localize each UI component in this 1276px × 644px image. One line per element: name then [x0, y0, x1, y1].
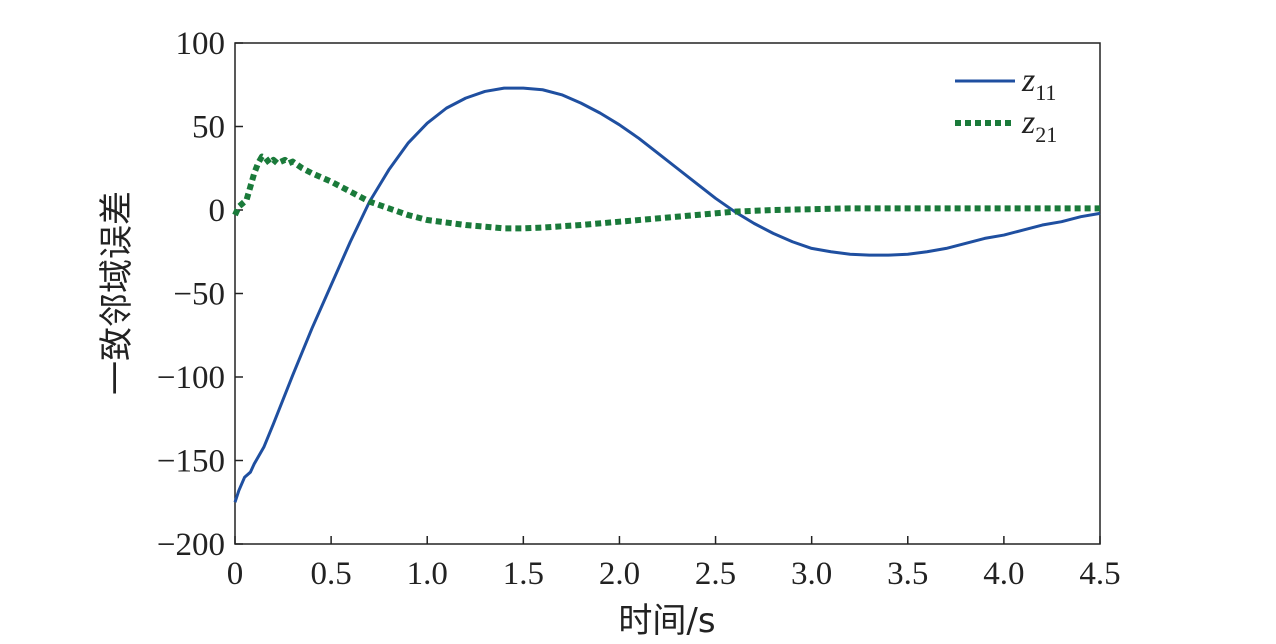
y-tick-label: 0: [209, 193, 226, 229]
x-tick-label: 2.0: [599, 556, 640, 592]
x-tick-label: 1.5: [503, 556, 544, 592]
x-axis-ticks: 0 0.5 1.0 1.5 2.0 2.5 3.0 3.5 4.0 4.5: [227, 536, 1121, 592]
x-tick-label: 4.0: [983, 556, 1024, 592]
y-tick-label: 50: [192, 110, 225, 146]
series-layer: [232, 86, 1101, 503]
x-tick-label: 3.0: [791, 556, 832, 592]
legend-label-z11: z11: [1021, 62, 1056, 105]
x-tick-label: 1.0: [407, 556, 448, 592]
y-tick-label: −100: [157, 360, 225, 396]
y-axis-ticks: 100 50 0 −50 −100 −150 −200: [157, 26, 243, 563]
plot-area: [234, 42, 1101, 545]
legend: z11 z21: [955, 62, 1057, 147]
x-axis-label: 时间/s: [618, 601, 715, 641]
y-axis-label: 一致邻域误差: [97, 191, 137, 395]
legend-label-z21: z21: [1021, 104, 1057, 147]
series-line-z11: [233, 86, 1101, 503]
y-tick-label: 100: [176, 26, 226, 62]
series-line-z21: [232, 153, 1100, 232]
y-tick-label: −200: [157, 527, 225, 563]
x-tick-label: 0: [227, 556, 244, 592]
plot-frame: [234, 42, 1101, 545]
x-tick-label: 0.5: [310, 556, 351, 592]
x-tick-label: 4.5: [1079, 556, 1120, 592]
y-tick-label: −150: [157, 444, 225, 480]
y-tick-label: −50: [173, 277, 225, 313]
x-tick-label: 2.5: [695, 556, 736, 592]
x-tick-label: 3.5: [887, 556, 928, 592]
